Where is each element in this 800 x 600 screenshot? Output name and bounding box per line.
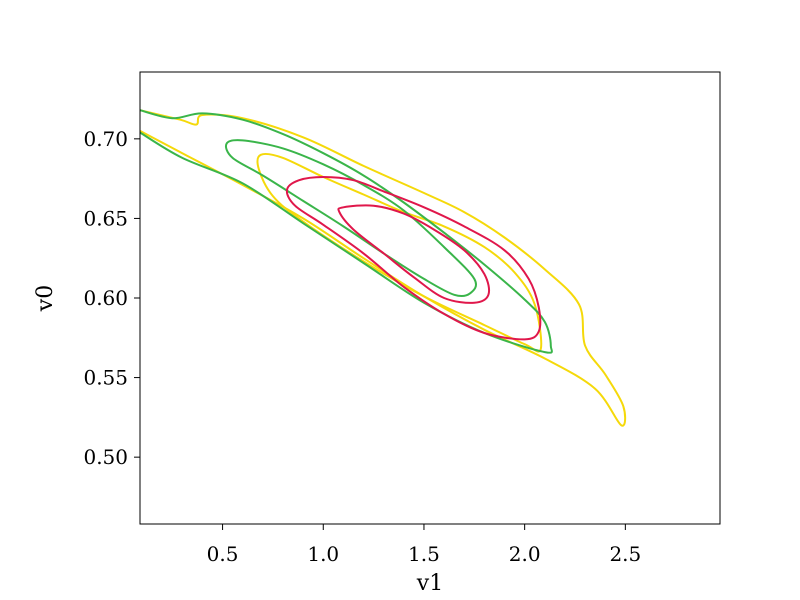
contour-line-0-0 [139,109,627,427]
contour-line-2-1 [337,204,491,304]
contour-line-1-0 [139,109,553,354]
contour-line-1-1 [224,139,477,298]
x-tick-label: 1.5 [408,542,440,566]
y-tick-label: 0.60 [83,286,128,310]
x-axis-ticks: 0.5 1.0 1.5 2.0 2.5 [207,524,641,566]
y-tick-label: 0.70 [83,127,128,151]
contour-line-0-1 [256,152,543,353]
y-tick-label: 0.65 [83,206,128,230]
y-axis-label: v0 [33,285,58,312]
x-tick-label: 2.0 [509,542,541,566]
y-axis-ticks: 0.50 0.55 0.60 0.65 0.70 [83,127,140,469]
contour-lines [139,109,627,427]
x-tick-label: 0.5 [207,542,239,566]
x-tick-label: 2.5 [609,542,641,566]
y-tick-label: 0.50 [83,445,128,469]
x-tick-label: 1.0 [307,542,339,566]
y-tick-label: 0.55 [83,366,128,390]
contour-line-2-0 [285,176,542,341]
plot-frame [139,71,721,525]
x-axis-label: v1 [416,571,443,596]
